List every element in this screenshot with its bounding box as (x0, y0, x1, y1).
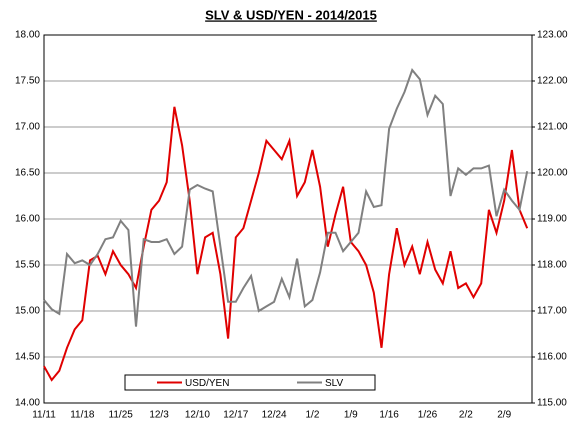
y2-tick-label: 122.00 (537, 76, 568, 87)
legend-box (124, 374, 376, 391)
plot-border (43, 34, 533, 404)
y2-tick-label: 117.00 (537, 306, 567, 317)
y-tick-label: 17.00 (15, 122, 40, 133)
legend-label: USD/YEN (185, 378, 229, 389)
y-tick-label: 14.00 (15, 398, 40, 409)
x-tick-label: 1/26 (418, 410, 438, 421)
x-tick-label: 11/25 (109, 410, 134, 421)
y2-tick-label: 118.00 (537, 260, 567, 271)
x-tick-label: 2/9 (497, 410, 511, 421)
series-line (43, 106, 529, 382)
y-tick-label: 15.50 (15, 260, 40, 271)
legend-label: SLV (325, 378, 343, 389)
y2-tick-label: 121.00 (537, 122, 568, 133)
y-tick-label: 14.50 (15, 352, 40, 363)
x-tick-label: 11/11 (32, 410, 56, 421)
x-tick-label: 12/10 (185, 410, 210, 421)
y-tick-label: 16.00 (15, 214, 40, 225)
y-tick-label: 18.00 (15, 30, 40, 41)
y2-tick-label: 115.00 (537, 398, 567, 409)
x-tick-label: 1/9 (344, 410, 358, 421)
y-tick-label: 16.50 (15, 168, 40, 179)
x-tick-label: 12/3 (149, 410, 169, 421)
x-tick-label: 12/24 (262, 410, 287, 421)
y2-tick-label: 119.00 (537, 214, 567, 225)
y2-tick-label: 123.00 (537, 30, 568, 41)
x-tick-label: 11/18 (70, 410, 95, 421)
y-tick-label: 17.50 (15, 76, 40, 87)
x-tick-label: 1/2 (305, 410, 319, 421)
y2-tick-label: 120.00 (537, 168, 568, 179)
y2-tick-label: 116.00 (537, 352, 567, 363)
chart-title: SLV & USD/YEN - 2014/2015 (205, 7, 377, 22)
x-tick-label: 1/16 (379, 410, 399, 421)
x-tick-label: 12/17 (223, 410, 248, 421)
series-line (43, 67, 529, 327)
y-tick-label: 15.00 (15, 306, 40, 317)
x-tick-label: 2/2 (459, 410, 473, 421)
